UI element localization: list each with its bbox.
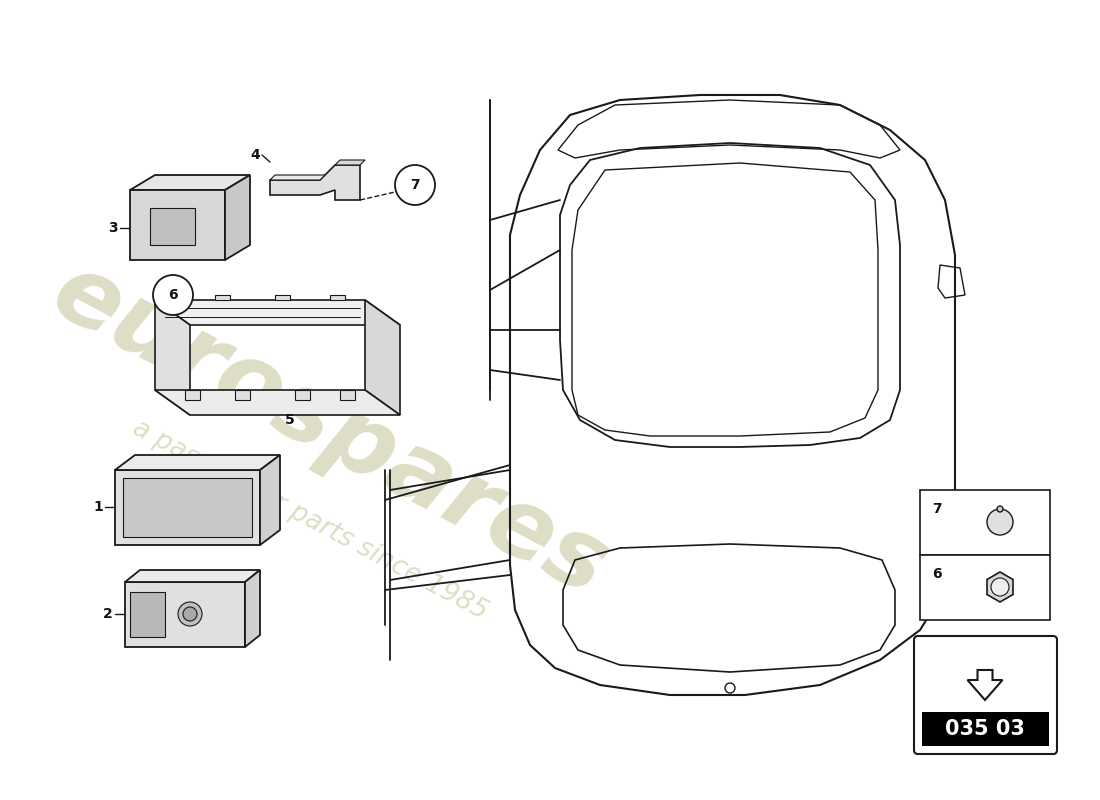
Circle shape	[987, 509, 1013, 535]
Polygon shape	[123, 478, 252, 537]
Text: 3: 3	[109, 221, 118, 235]
Circle shape	[183, 607, 197, 621]
Text: 7: 7	[410, 178, 420, 192]
Polygon shape	[125, 582, 245, 647]
Text: 4: 4	[251, 148, 260, 162]
Polygon shape	[214, 295, 230, 300]
Circle shape	[178, 602, 202, 626]
Polygon shape	[130, 190, 225, 260]
Circle shape	[991, 578, 1009, 596]
Polygon shape	[226, 175, 250, 260]
Text: 035 03: 035 03	[945, 719, 1025, 739]
Polygon shape	[125, 570, 260, 582]
Polygon shape	[920, 490, 1050, 555]
Text: eurospares: eurospares	[36, 245, 624, 615]
Polygon shape	[175, 295, 190, 300]
Circle shape	[395, 165, 434, 205]
Polygon shape	[245, 570, 260, 647]
Polygon shape	[130, 592, 165, 637]
Polygon shape	[116, 470, 260, 545]
Bar	[922, 712, 1049, 746]
Text: 6: 6	[168, 288, 178, 302]
Polygon shape	[235, 390, 250, 400]
Polygon shape	[336, 160, 365, 165]
Text: a passion for parts since 1985: a passion for parts since 1985	[128, 415, 492, 625]
Polygon shape	[150, 208, 195, 245]
Text: 2: 2	[103, 607, 113, 621]
Polygon shape	[270, 175, 324, 180]
Polygon shape	[275, 295, 290, 300]
Text: 5: 5	[285, 413, 295, 427]
Polygon shape	[155, 300, 400, 325]
Polygon shape	[155, 390, 400, 415]
Circle shape	[153, 275, 192, 315]
Text: 6: 6	[932, 567, 942, 581]
Polygon shape	[365, 300, 400, 415]
Polygon shape	[330, 295, 345, 300]
Polygon shape	[340, 390, 355, 400]
Polygon shape	[116, 455, 280, 470]
FancyArrow shape	[968, 670, 1002, 700]
Circle shape	[997, 506, 1003, 512]
Polygon shape	[185, 390, 200, 400]
Polygon shape	[295, 390, 310, 400]
Text: 7: 7	[932, 502, 942, 516]
Polygon shape	[987, 572, 1013, 602]
Polygon shape	[920, 555, 1050, 620]
Polygon shape	[155, 300, 190, 415]
Polygon shape	[260, 455, 280, 545]
Text: 1: 1	[94, 500, 103, 514]
Polygon shape	[130, 175, 250, 190]
FancyBboxPatch shape	[914, 636, 1057, 754]
Polygon shape	[270, 165, 360, 200]
